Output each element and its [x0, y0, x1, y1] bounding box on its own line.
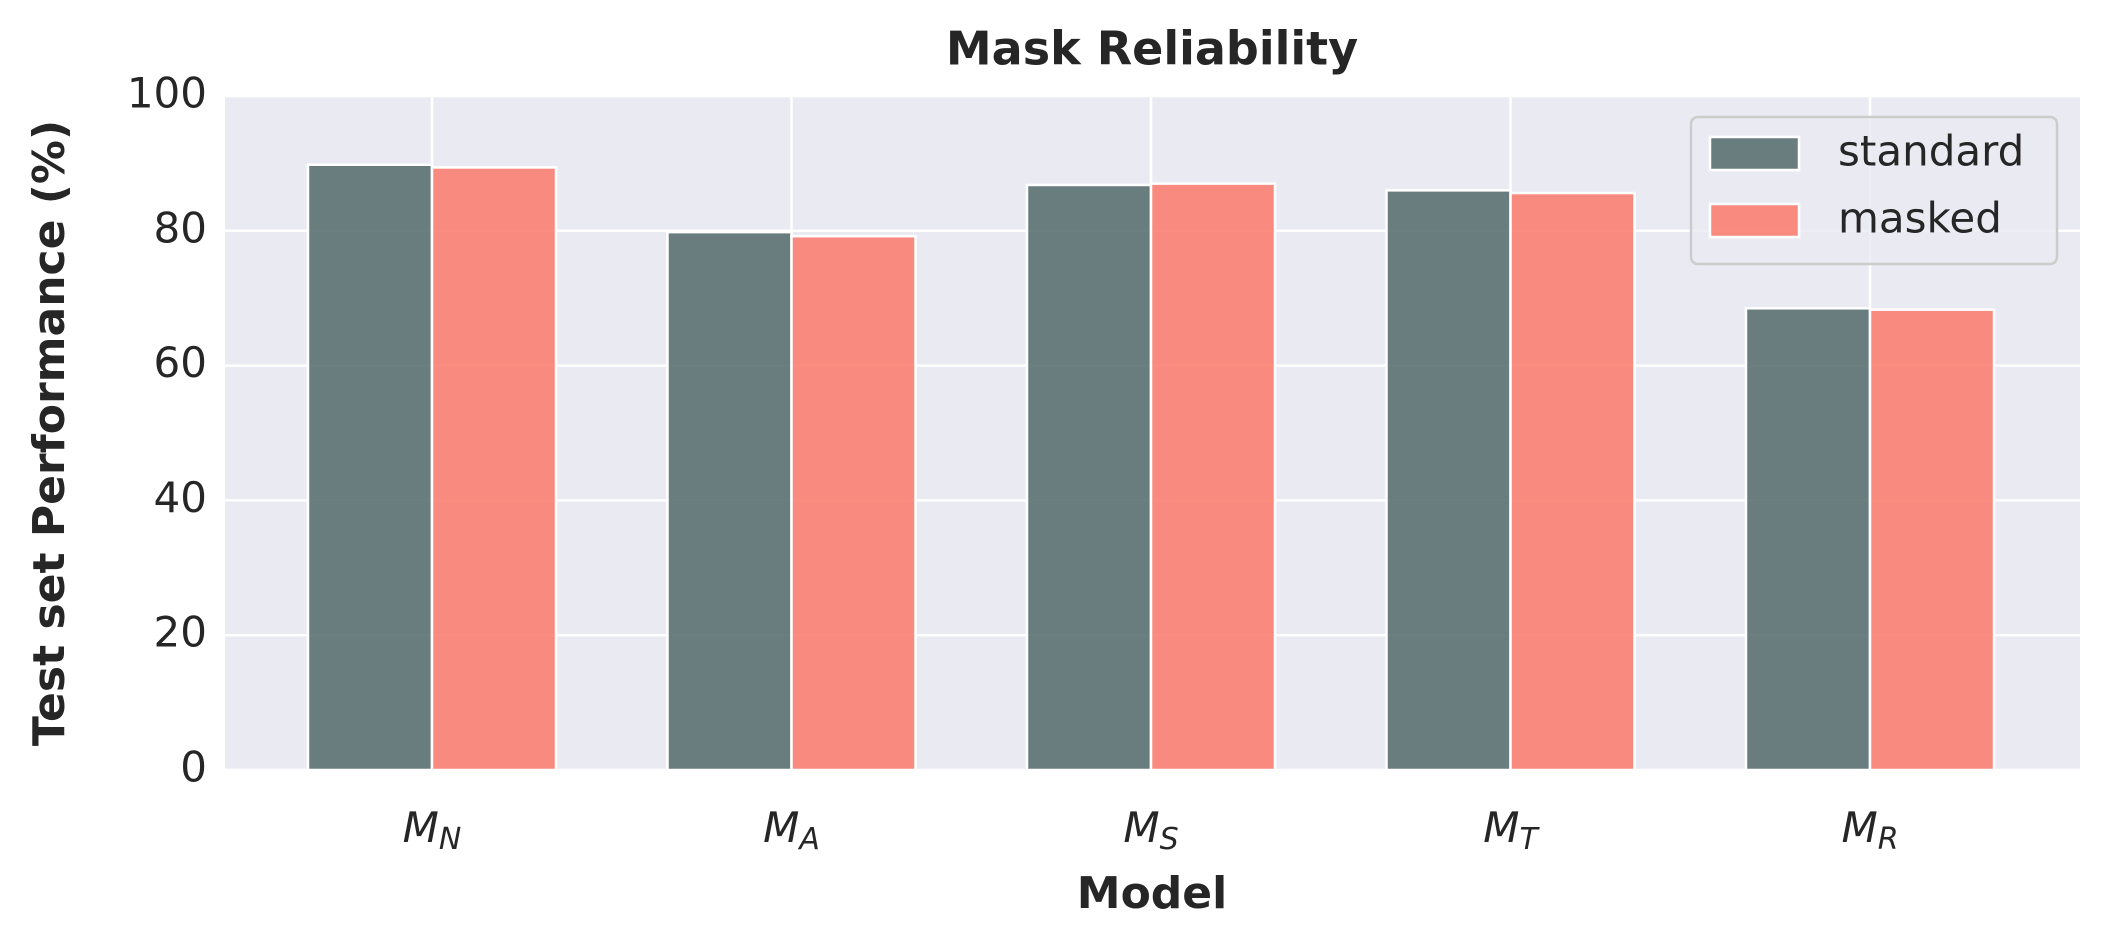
category-symbol: M [1841, 803, 1877, 852]
category-symbol: M [763, 803, 799, 852]
y-tick-label: 100 [127, 69, 207, 118]
x-tick-label: MT [1483, 803, 1540, 857]
bar [1744, 307, 1872, 772]
category-subscript: N [439, 822, 461, 857]
x-tick-label: MN [403, 803, 462, 857]
category-subscript: A [797, 822, 820, 857]
x-tick-label: MA [763, 803, 820, 857]
y-axis-label: Test set Performance (%) [24, 120, 75, 746]
x-tick-label: MS [1123, 803, 1178, 857]
x-tick-label: MR [1841, 803, 1898, 857]
category-subscript: T [1519, 822, 1540, 857]
bar [666, 230, 793, 772]
bar [1025, 183, 1153, 772]
y-tick-label: 80 [154, 203, 207, 252]
bar [430, 166, 558, 772]
bar [1385, 189, 1512, 772]
x-axis-label: Model [1077, 868, 1227, 919]
legend-swatch [1708, 202, 1801, 239]
chart-title: Mask Reliability [946, 22, 1358, 76]
y-tick-label: 60 [154, 338, 207, 387]
category-subscript: S [1160, 822, 1179, 857]
bar [790, 234, 917, 772]
legend-label: masked [1838, 194, 2002, 243]
category-symbol: M [1483, 803, 1519, 852]
y-tick-label: 0 [180, 743, 207, 792]
category-symbol: M [403, 803, 439, 852]
category-symbol: M [1123, 803, 1159, 852]
legend-swatch [1708, 135, 1801, 172]
legend-label: standard [1838, 127, 2024, 176]
bar [1509, 191, 1636, 772]
bar [1868, 308, 1996, 772]
bar [306, 163, 434, 772]
y-tick-label: 40 [154, 473, 207, 522]
bar [1149, 182, 1277, 772]
y-tick-label: 20 [154, 608, 207, 657]
category-subscript: R [1878, 822, 1899, 857]
